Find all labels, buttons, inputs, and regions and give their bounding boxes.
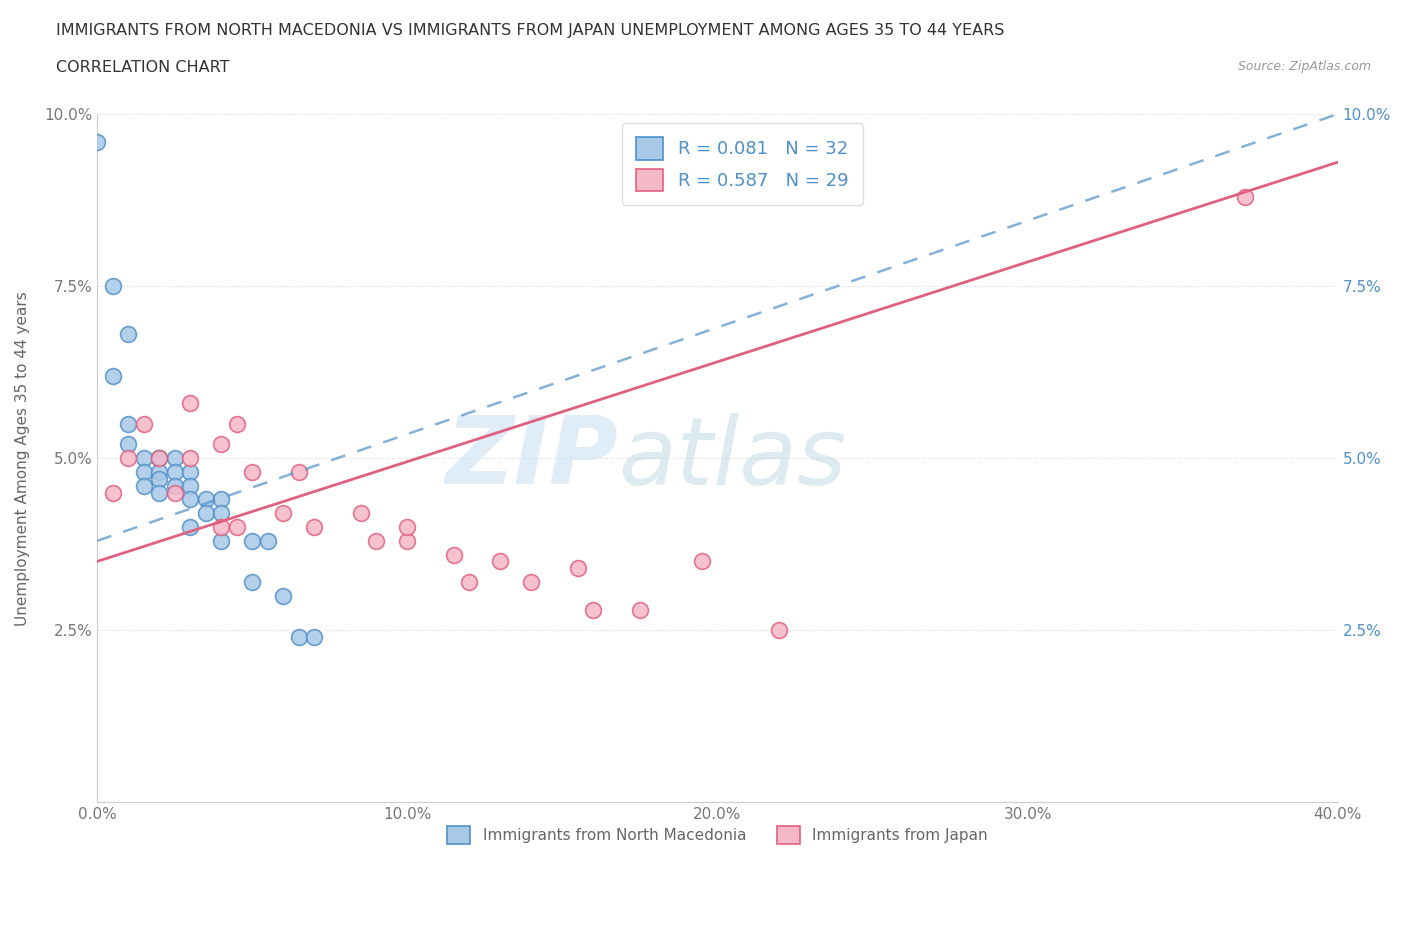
Point: [163, 478, 186, 493]
Point: [179, 395, 201, 410]
Point: [567, 561, 589, 576]
Point: [458, 575, 481, 590]
Y-axis label: Unemployment Among Ages 35 to 44 years: Unemployment Among Ages 35 to 44 years: [15, 291, 30, 626]
Point: [302, 520, 325, 535]
Text: IMMIGRANTS FROM NORTH MACEDONIA VS IMMIGRANTS FROM JAPAN UNEMPLOYMENT AMONG AGES: IMMIGRANTS FROM NORTH MACEDONIA VS IMMIG…: [56, 23, 1005, 38]
Text: Source: ZipAtlas.com: Source: ZipAtlas.com: [1237, 60, 1371, 73]
Point: [209, 437, 232, 452]
Point: [628, 603, 651, 618]
Point: [179, 520, 201, 535]
Point: [101, 485, 124, 500]
Text: atlas: atlas: [619, 413, 846, 504]
Point: [117, 451, 139, 466]
Point: [132, 464, 155, 479]
Point: [396, 520, 419, 535]
Point: [209, 492, 232, 507]
Point: [443, 547, 465, 562]
Point: [489, 554, 512, 569]
Legend: Immigrants from North Macedonia, Immigrants from Japan: Immigrants from North Macedonia, Immigra…: [436, 814, 1000, 857]
Point: [117, 417, 139, 432]
Point: [148, 464, 170, 479]
Point: [179, 464, 201, 479]
Point: [148, 485, 170, 500]
Point: [148, 451, 170, 466]
Point: [101, 279, 124, 294]
Text: ZIP: ZIP: [446, 412, 619, 504]
Point: [132, 451, 155, 466]
Point: [240, 534, 263, 549]
Point: [194, 492, 217, 507]
Point: [117, 326, 139, 341]
Point: [194, 506, 217, 521]
Point: [520, 575, 543, 590]
Point: [690, 554, 713, 569]
Point: [768, 623, 790, 638]
Point: [350, 506, 373, 521]
Point: [132, 417, 155, 432]
Point: [396, 534, 419, 549]
Point: [132, 478, 155, 493]
Point: [225, 520, 247, 535]
Point: [1233, 189, 1256, 204]
Point: [179, 478, 201, 493]
Point: [209, 506, 232, 521]
Point: [163, 464, 186, 479]
Point: [271, 589, 294, 604]
Point: [271, 506, 294, 521]
Point: [240, 464, 263, 479]
Point: [86, 134, 108, 149]
Point: [101, 368, 124, 383]
Point: [209, 534, 232, 549]
Point: [148, 451, 170, 466]
Point: [179, 492, 201, 507]
Point: [163, 485, 186, 500]
Point: [240, 575, 263, 590]
Point: [148, 472, 170, 486]
Point: [287, 630, 309, 644]
Point: [302, 630, 325, 644]
Point: [225, 417, 247, 432]
Point: [256, 534, 278, 549]
Point: [287, 464, 309, 479]
Point: [117, 437, 139, 452]
Point: [163, 451, 186, 466]
Point: [179, 451, 201, 466]
Point: [209, 520, 232, 535]
Point: [582, 603, 605, 618]
Text: CORRELATION CHART: CORRELATION CHART: [56, 60, 229, 75]
Point: [148, 451, 170, 466]
Point: [366, 534, 388, 549]
